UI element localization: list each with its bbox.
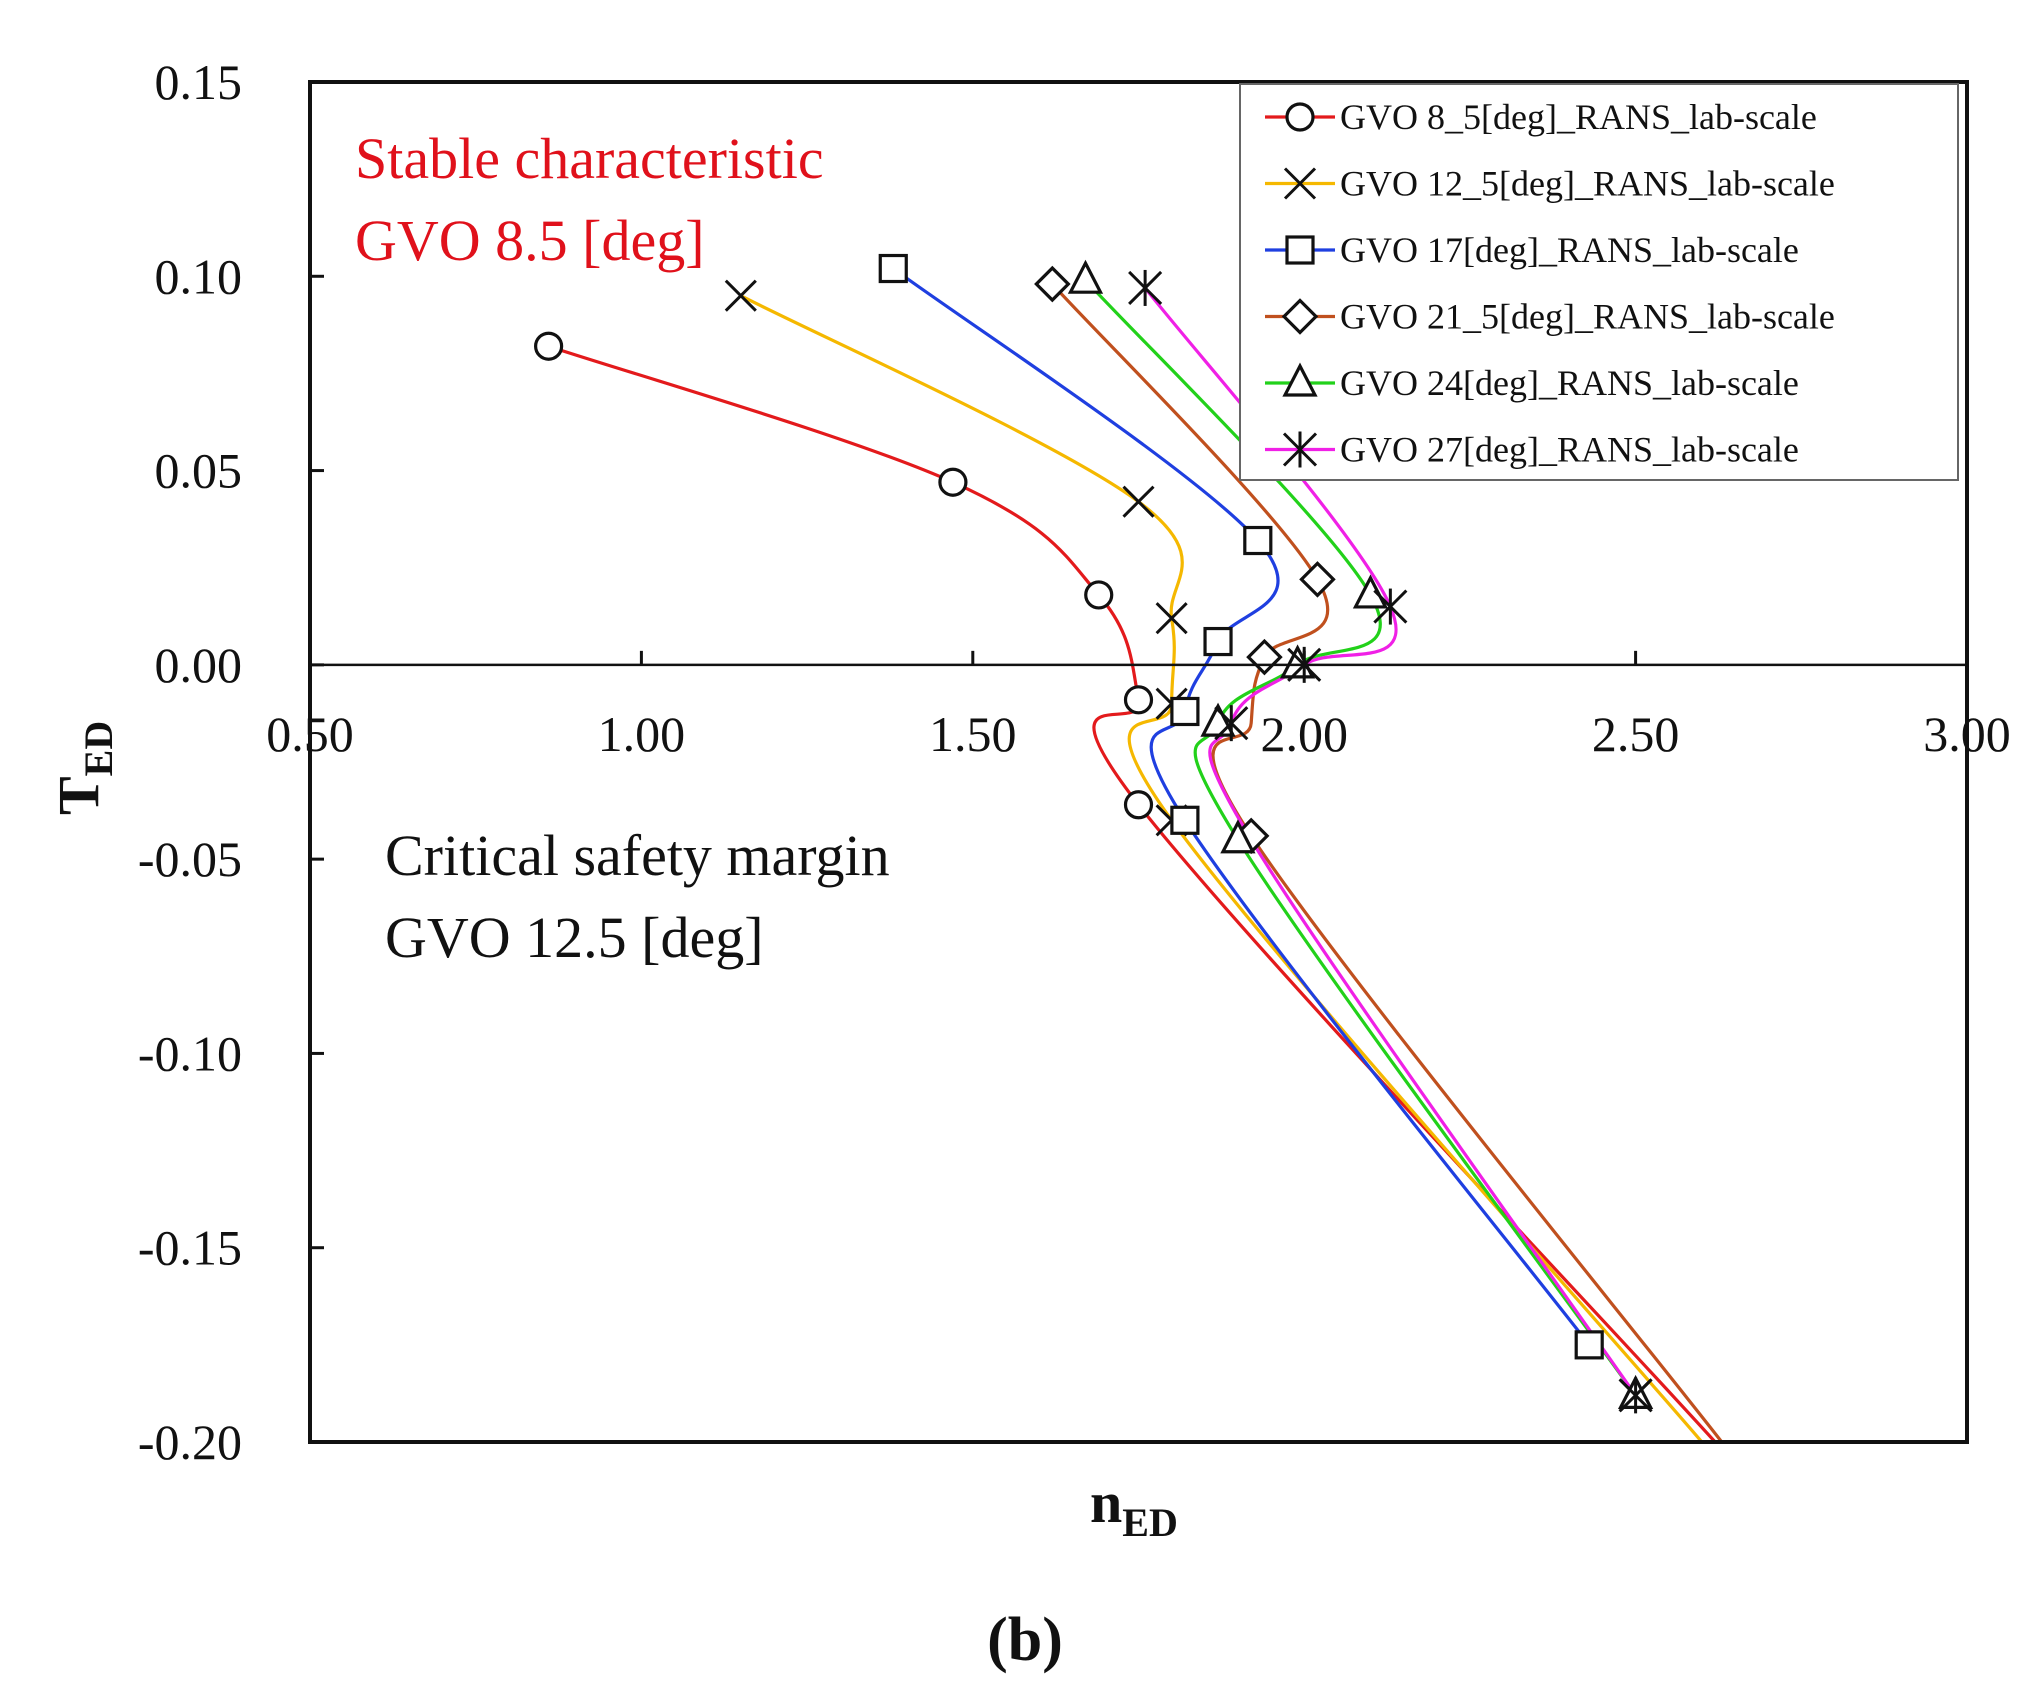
x-tick-label: 1.00 [598, 706, 686, 762]
x-tick-label: 1.50 [929, 706, 1017, 762]
legend-marker [1285, 102, 1315, 132]
x-tick-label: 3.00 [1923, 706, 2011, 762]
y-tick-label: 0.00 [155, 637, 243, 693]
y-tick-label: -0.10 [138, 1025, 242, 1081]
series-5-point-2 [1352, 574, 1389, 609]
series-1-point-4 [1123, 685, 1154, 715]
y-tick-label: -0.05 [138, 831, 242, 887]
annotation-1-line-1: Stable characteristic [355, 126, 824, 191]
legend-entry-2: GVO 12_5[deg]_RANS_lab-scale [1265, 164, 1835, 204]
y-tick-label: 0.15 [155, 54, 243, 110]
y-axis-title-main: T [46, 776, 111, 815]
legend-label: GVO 21_5[deg]_RANS_lab-scale [1340, 297, 1835, 337]
series-2-point-2 [1122, 485, 1155, 518]
legend-entry-6: GVO 27[deg]_RANS_lab-scale [1265, 430, 1799, 470]
series-1-point-2 [938, 467, 968, 497]
series-line-3 [892, 267, 1591, 1346]
series-6-point-2 [1373, 588, 1408, 625]
annotation-layer: Stable characteristic GVO 8.5 [deg] Critic… [355, 126, 890, 970]
x-tick-label: 2.50 [1592, 706, 1680, 762]
series-line-5 [1084, 279, 1637, 1397]
series-3-point-1 [878, 253, 908, 284]
series-4-point-1 [1034, 265, 1071, 303]
annotation-2-line-2: GVO 12.5 [deg] [385, 905, 764, 970]
legend-entry-1: GVO 8_5[deg]_RANS_lab-scale [1265, 97, 1817, 137]
y-tick-label: -0.20 [138, 1414, 242, 1470]
legend-marker [1282, 362, 1318, 397]
series-1-point-3 [1084, 580, 1114, 610]
data-series-layer [534, 253, 1724, 1442]
legend-marker [1282, 431, 1318, 468]
series-6-point-5 [1618, 1377, 1653, 1414]
legend-marker [1281, 298, 1319, 335]
x-axis-title-main: n [1090, 1470, 1122, 1535]
legend-entry-3: GVO 17[deg]_RANS_lab-scale [1265, 230, 1799, 270]
series-line-4 [1051, 282, 1724, 1442]
y-tick-label: 0.05 [155, 443, 243, 499]
legend-box [1239, 83, 1959, 481]
series-line-6 [1143, 286, 1637, 1397]
legend: GVO 8_5[deg]_RANS_lab-scale GVO 12_5[deg]… [1239, 83, 1959, 481]
series-5-point-1 [1067, 259, 1104, 294]
series-2-point-1 [724, 279, 757, 312]
x-axis-title: nED [1090, 1470, 1178, 1545]
x-axis-title-subscript: ED [1122, 1500, 1178, 1545]
series-4-point-2 [1299, 561, 1336, 598]
panel-label: (b) [987, 1606, 1063, 1674]
x-tick-label: 0.50 [266, 706, 354, 762]
series-line-1 [548, 344, 1717, 1442]
series-3-point-3 [1203, 626, 1233, 657]
series-2-point-3 [1155, 602, 1188, 635]
series-6-point-4 [1214, 705, 1249, 742]
legend-label: GVO 27[deg]_RANS_lab-scale [1340, 430, 1799, 470]
legend-label: GVO 8_5[deg]_RANS_lab-scale [1340, 97, 1817, 137]
series-1-point-5 [1123, 790, 1154, 820]
series-1-point-1 [534, 331, 564, 361]
y-axis-title-subscript: ED [76, 721, 121, 777]
series-3-point-2 [1243, 525, 1273, 556]
axes-layer: 0.15 0.10 0.05 0.00 -0.05 -0.10 -0.15 -0.20 0.50… [138, 54, 2011, 1470]
legend-marker [1285, 235, 1315, 265]
legend-entry-4: GVO 21_5[deg]_RANS_lab-scale [1265, 297, 1835, 337]
series-3-point-6 [1574, 1330, 1604, 1360]
series-5-point-5 [1220, 819, 1256, 854]
axis-titles: nED TED (b) [46, 721, 1178, 1674]
annotation-1: Stable characteristic GVO 8.5 [deg] [355, 126, 824, 273]
y-tick-label: -0.15 [138, 1220, 242, 1276]
series-3-point-4 [1170, 696, 1200, 727]
plot-frame [308, 80, 1969, 1444]
y-axis-title: TED [46, 721, 121, 815]
legend-label: GVO 12_5[deg]_RANS_lab-scale [1340, 164, 1835, 204]
legend-entry-5: GVO 24[deg]_RANS_lab-scale [1265, 362, 1799, 403]
legend-label: GVO 17[deg]_RANS_lab-scale [1340, 230, 1799, 270]
annotation-2: Critical safety margin GVO 12.5 [deg] [385, 823, 890, 970]
annotation-1-line-2: GVO 8.5 [deg] [355, 208, 705, 273]
legend-marker [1283, 167, 1317, 200]
x-tick-label: 2.00 [1260, 706, 1348, 762]
series-3-point-5 [1170, 805, 1200, 835]
legend-label: GVO 24[deg]_RANS_lab-scale [1340, 363, 1799, 403]
annotation-2-line-1: Critical safety margin [385, 823, 890, 888]
y-tick-label: 0.10 [155, 248, 243, 304]
series-6-point-1 [1128, 269, 1163, 306]
